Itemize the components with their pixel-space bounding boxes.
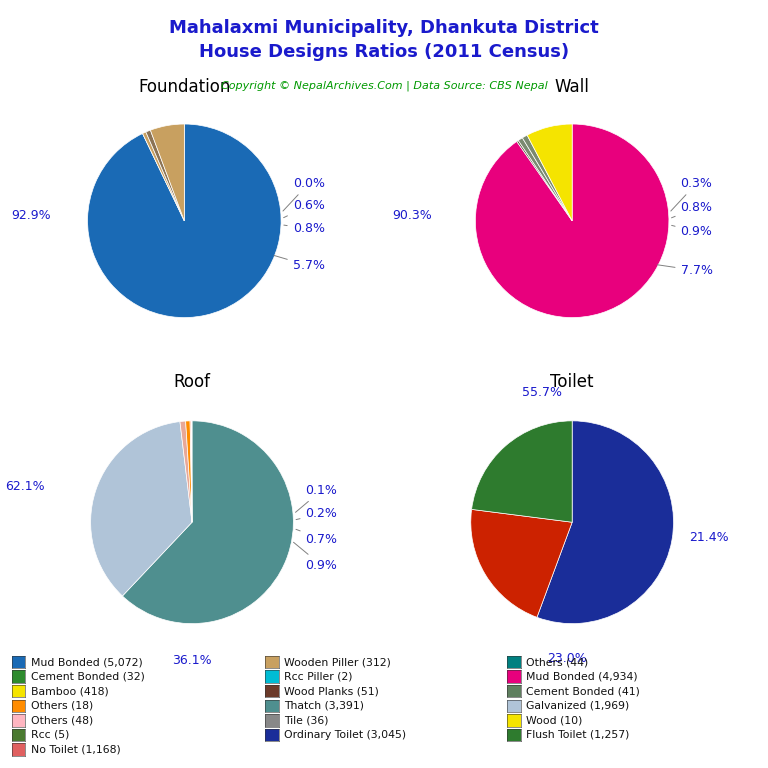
Text: 0.0%: 0.0% xyxy=(283,177,325,211)
Wedge shape xyxy=(471,509,572,617)
Text: 0.3%: 0.3% xyxy=(670,177,713,211)
Text: 5.7%: 5.7% xyxy=(274,256,325,272)
Text: 0.7%: 0.7% xyxy=(296,529,338,545)
Text: 62.1%: 62.1% xyxy=(5,480,45,493)
Wedge shape xyxy=(180,421,192,522)
Text: 92.9%: 92.9% xyxy=(12,210,51,223)
Text: 0.9%: 0.9% xyxy=(293,542,337,572)
Text: Rcc Piller (2): Rcc Piller (2) xyxy=(284,671,353,682)
Text: 7.7%: 7.7% xyxy=(657,264,713,277)
Text: Copyright © NepalArchives.Com | Data Source: CBS Nepal: Copyright © NepalArchives.Com | Data Sou… xyxy=(220,81,548,91)
Text: Thatch (3,391): Thatch (3,391) xyxy=(284,700,364,711)
Text: Mahalaxmi Municipality, Dhankuta District
House Designs Ratios (2011 Census): Mahalaxmi Municipality, Dhankuta Distric… xyxy=(169,19,599,61)
Text: 23.0%: 23.0% xyxy=(548,652,587,665)
Title: Foundation: Foundation xyxy=(138,78,230,95)
Wedge shape xyxy=(143,132,184,221)
Text: 0.6%: 0.6% xyxy=(283,199,325,217)
Wedge shape xyxy=(88,124,281,317)
Wedge shape xyxy=(146,130,184,221)
Text: 0.2%: 0.2% xyxy=(296,507,337,520)
Text: Mud Bonded (4,934): Mud Bonded (4,934) xyxy=(526,671,637,682)
Wedge shape xyxy=(186,421,192,522)
Wedge shape xyxy=(517,141,572,221)
Text: Others (48): Others (48) xyxy=(31,715,93,726)
Wedge shape xyxy=(91,422,192,596)
Text: 21.4%: 21.4% xyxy=(689,531,728,544)
Wedge shape xyxy=(527,124,572,221)
Wedge shape xyxy=(522,135,572,221)
Wedge shape xyxy=(190,421,192,522)
Title: Roof: Roof xyxy=(174,373,210,391)
Text: 0.8%: 0.8% xyxy=(671,201,713,218)
Text: Ordinary Toilet (3,045): Ordinary Toilet (3,045) xyxy=(284,730,406,740)
Wedge shape xyxy=(537,421,674,624)
Wedge shape xyxy=(475,124,669,317)
Text: 36.1%: 36.1% xyxy=(172,654,212,667)
Text: Rcc (5): Rcc (5) xyxy=(31,730,69,740)
Text: 55.7%: 55.7% xyxy=(521,386,561,399)
Text: Cement Bonded (32): Cement Bonded (32) xyxy=(31,671,144,682)
Text: Cement Bonded (41): Cement Bonded (41) xyxy=(526,686,640,697)
Wedge shape xyxy=(122,421,293,624)
Text: Flush Toilet (1,257): Flush Toilet (1,257) xyxy=(526,730,630,740)
Text: Bamboo (418): Bamboo (418) xyxy=(31,686,108,697)
Wedge shape xyxy=(151,124,184,221)
Text: Others (18): Others (18) xyxy=(31,700,93,711)
Text: Mud Bonded (5,072): Mud Bonded (5,072) xyxy=(31,657,143,667)
Title: Toilet: Toilet xyxy=(551,373,594,391)
Text: Others (44): Others (44) xyxy=(526,657,588,667)
Wedge shape xyxy=(472,421,572,522)
Text: 0.1%: 0.1% xyxy=(296,484,337,512)
Text: No Toilet (1,168): No Toilet (1,168) xyxy=(31,744,121,755)
Text: Galvanized (1,969): Galvanized (1,969) xyxy=(526,700,629,711)
Text: Tile (36): Tile (36) xyxy=(284,715,329,726)
Text: Wood (10): Wood (10) xyxy=(526,715,582,726)
Text: 0.8%: 0.8% xyxy=(284,223,325,236)
Text: 90.3%: 90.3% xyxy=(392,210,432,223)
Text: Wooden Piller (312): Wooden Piller (312) xyxy=(284,657,391,667)
Wedge shape xyxy=(518,137,572,221)
Title: Wall: Wall xyxy=(554,78,590,95)
Wedge shape xyxy=(143,134,184,221)
Text: Wood Planks (51): Wood Planks (51) xyxy=(284,686,379,697)
Text: 0.9%: 0.9% xyxy=(671,225,713,238)
